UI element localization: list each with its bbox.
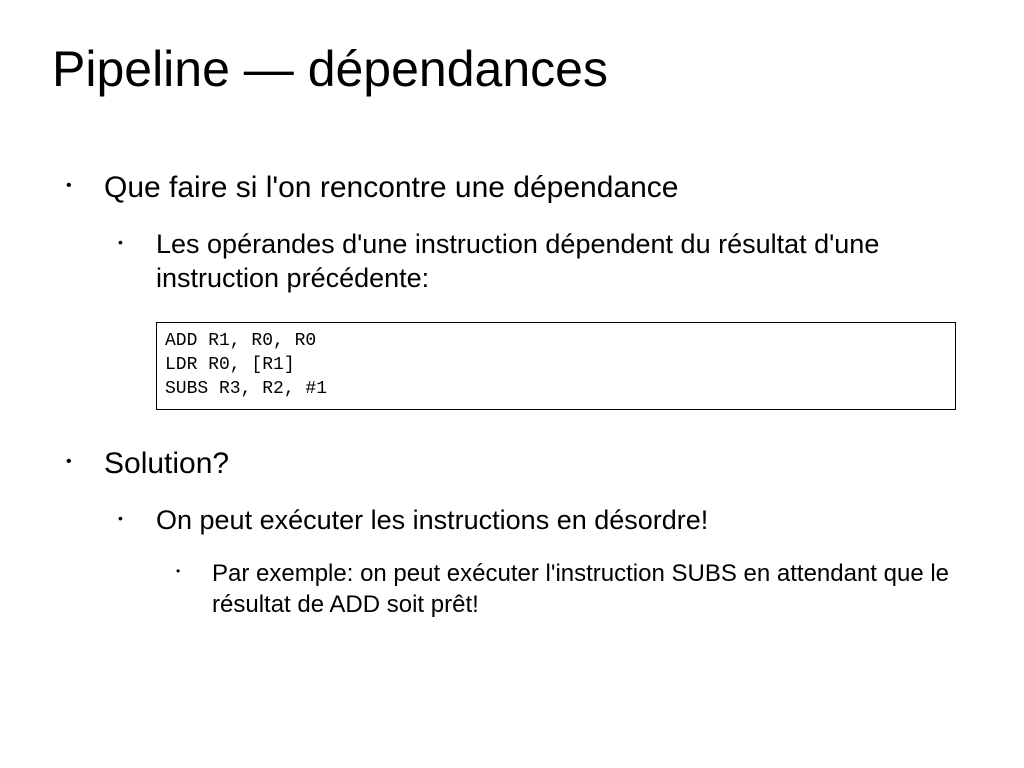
- slide-title: Pipeline — dépendances: [52, 40, 608, 98]
- slide-body: Que faire si l'on rencontre une dépendan…: [52, 170, 984, 649]
- bullet-text: Que faire si l'on rencontre une dépendan…: [104, 171, 678, 204]
- slide: Pipeline — dépendances Que faire si l'on…: [0, 0, 1024, 768]
- bullet-list-lvl2: Les opérandes d'une instruction dépenden…: [104, 228, 984, 296]
- code-block: ADD R1, R0, R0 LDR R0, [R1] SUBS R3, R2,…: [156, 322, 956, 411]
- bullet-lvl2-operandes: Les opérandes d'une instruction dépenden…: [104, 228, 984, 296]
- bullet-text: On peut exécuter les instructions en dés…: [156, 505, 708, 535]
- bullet-lvl2-desordre: On peut exécuter les instructions en dés…: [104, 504, 984, 620]
- bullet-lvl1-dependance: Que faire si l'on rencontre une dépendan…: [52, 170, 984, 410]
- bullet-text: Par exemple: on peut exécuter l'instruct…: [212, 560, 949, 618]
- bullet-text: Les opérandes d'une instruction dépenden…: [156, 229, 879, 293]
- bullet-list-lvl1: Que faire si l'on rencontre une dépendan…: [52, 170, 984, 621]
- bullet-lvl3-exemple: Par exemple: on peut exécuter l'instruct…: [156, 558, 984, 620]
- bullet-text: Solution?: [104, 447, 229, 480]
- bullet-list-lvl3: Par exemple: on peut exécuter l'instruct…: [156, 558, 984, 620]
- bullet-lvl1-solution: Solution? On peut exécuter les instructi…: [52, 446, 984, 620]
- bullet-list-lvl2: On peut exécuter les instructions en dés…: [104, 504, 984, 620]
